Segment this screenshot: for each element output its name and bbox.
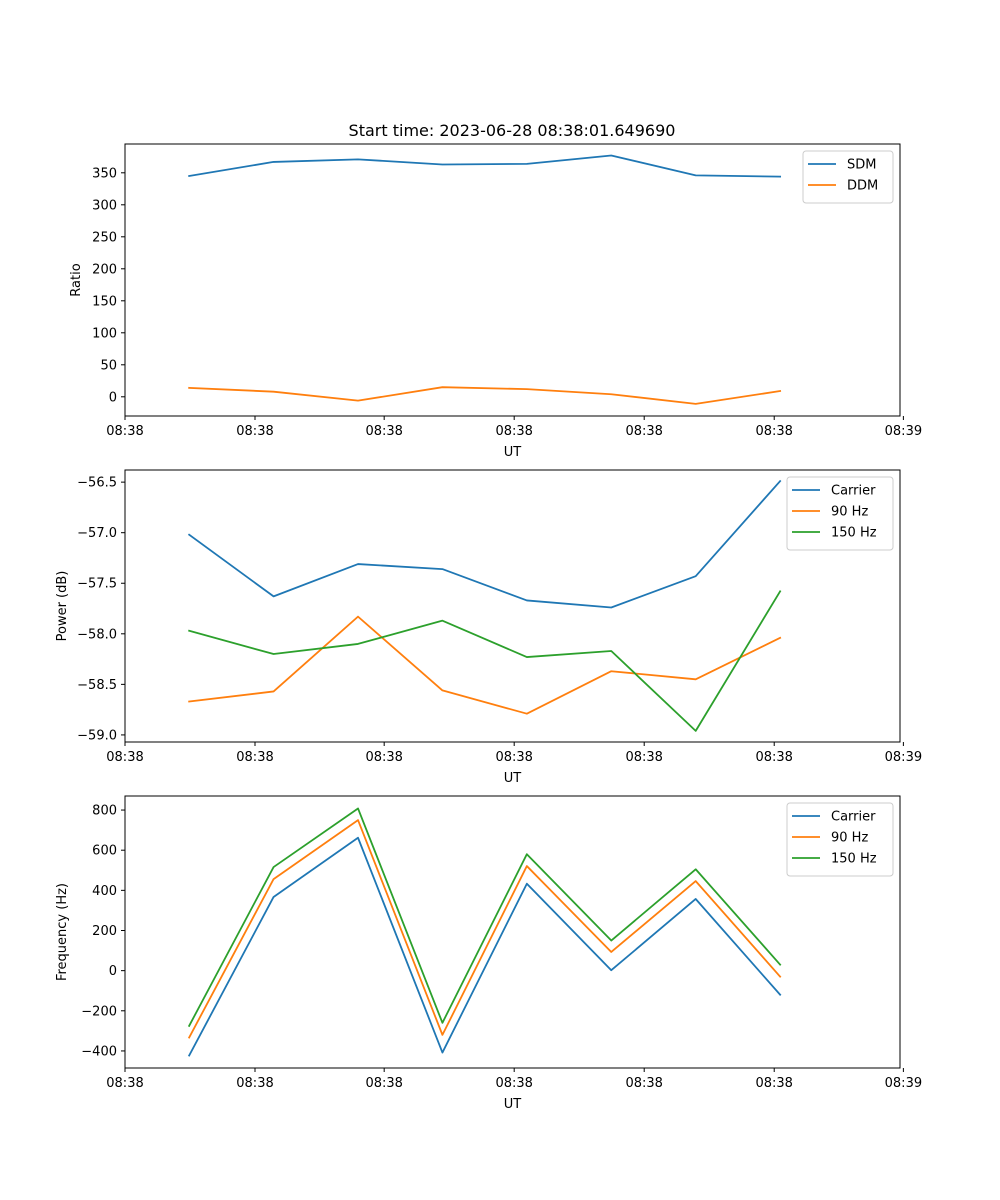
power-x-tick-label: 08:38	[365, 750, 402, 765]
power-x-tick-label: 08:39	[885, 750, 922, 765]
ratio-y-tick-label: 200	[92, 262, 117, 277]
power-x-tick-label: 08:38	[106, 750, 143, 765]
frequency-legend: Carrier 90 Hz 150 Hz	[786, 802, 894, 877]
frequency-y-tick-label: 800	[92, 804, 117, 819]
frequency-y-tick-label: 400	[92, 884, 117, 899]
frequency-y-tick-label: −400	[81, 1044, 117, 1059]
power-legend: Carrier 90 Hz 150 Hz	[786, 476, 894, 551]
frequency-y-tick-label: 200	[92, 924, 117, 939]
frequency-legend-label-carrier: Carrier	[831, 810, 876, 825]
power-y-axis-label: Power (dB)	[55, 571, 70, 642]
ratio-y-tick-label: 350	[92, 166, 117, 181]
frequency-legend-label-90-hz: 90 Hz	[831, 831, 868, 846]
ratio-y-tick-label: 300	[92, 198, 117, 213]
ratio-x-tick-label: 08:38	[625, 424, 662, 439]
frequency-y-tick-label: −200	[81, 1004, 117, 1019]
frequency-y-tick-label: 600	[92, 844, 117, 859]
ratio-legend-label-sdm: SDM	[847, 158, 876, 173]
power-series-150-hz-line	[188, 590, 782, 732]
power-y-tick-label: −58.5	[77, 678, 117, 693]
ratio-legend-label-ddm: DDM	[847, 179, 878, 194]
power-axes: 08:38 08:38 08:38 08:38 08:38 08:38 08:39 −59.0…	[55, 469, 922, 786]
power-y-tick-label: −58.0	[77, 627, 117, 642]
frequency-x-tick-label: 08:38	[755, 1076, 792, 1091]
ratio-x-tick-label: 08:38	[755, 424, 792, 439]
power-x-tick-label: 08:38	[495, 750, 532, 765]
power-y-tick-label: −56.5	[77, 476, 117, 491]
power-y-tick-label: −59.0	[77, 728, 117, 743]
power-legend-label-carrier: Carrier	[831, 484, 876, 499]
ratio-y-tick-label: 100	[92, 326, 117, 341]
ratio-y-tick-label: 50	[100, 358, 117, 373]
ratio-x-tick-label: 08:39	[885, 424, 922, 439]
power-legend-label-90-hz: 90 Hz	[831, 505, 868, 520]
frequency-series-carrier-line	[187, 836, 782, 1057]
frequency-y-tick-label: 0	[109, 964, 117, 979]
power-axes-frame	[124, 469, 901, 743]
ratio-axes-frame	[124, 143, 901, 417]
ratio-x-tick-label: 08:38	[236, 424, 273, 439]
power-y-tick-label: −57.5	[77, 577, 117, 592]
frequency-axes-frame	[124, 795, 901, 1069]
ratio-series-sdm-line	[188, 154, 782, 178]
power-x-tick-label: 08:38	[236, 750, 273, 765]
power-series-carrier-line	[187, 479, 782, 609]
plots-container: 08:38 08:38 08:38 08:38 08:38 08:38 08:39 0 50 10…	[55, 143, 922, 1112]
power-legend-label-150-hz: 150 Hz	[831, 526, 877, 541]
power-y-tick-label: −57.0	[77, 526, 117, 541]
ratio-series-ddm-line	[188, 386, 782, 405]
power-x-tick-label: 08:38	[625, 750, 662, 765]
ratio-x-axis-label: UT	[504, 445, 522, 460]
ratio-x-tick-label: 08:38	[365, 424, 402, 439]
ratio-y-axis-label: Ratio	[69, 263, 84, 296]
frequency-legend-label-150-hz: 150 Hz	[831, 852, 877, 867]
frequency-series-90-hz-line	[187, 819, 782, 1039]
frequency-x-tick-label: 08:38	[495, 1076, 532, 1091]
power-x-axis-label: UT	[504, 771, 522, 786]
ratio-axes: 08:38 08:38 08:38 08:38 08:38 08:38 08:39 0 50 10…	[69, 143, 922, 460]
ratio-y-tick-label: 250	[92, 230, 117, 245]
power-series-90-hz-line	[188, 615, 782, 715]
frequency-axes: 08:38 08:38 08:38 08:38 08:38 08:38 08:39 −400 −…	[55, 795, 922, 1112]
frequency-x-tick-label: 08:38	[365, 1076, 402, 1091]
ratio-y-tick-label: 0	[109, 390, 117, 405]
frequency-y-axis-label: Frequency (Hz)	[55, 883, 70, 981]
frequency-x-tick-label: 08:38	[625, 1076, 662, 1091]
frequency-x-tick-label: 08:38	[236, 1076, 273, 1091]
chart-title: Start time: 2023-06-28 08:38:01.649690	[349, 121, 676, 140]
frequency-x-tick-label: 08:39	[885, 1076, 922, 1091]
frequency-x-axis-label: UT	[504, 1097, 522, 1112]
ratio-y-tick-label: 150	[92, 294, 117, 309]
frequency-x-tick-label: 08:38	[106, 1076, 143, 1091]
power-x-tick-label: 08:38	[755, 750, 792, 765]
ratio-x-tick-label: 08:38	[495, 424, 532, 439]
frequency-series-150-hz-line	[187, 807, 782, 1028]
ratio-legend: SDM DDM	[802, 150, 894, 204]
ratio-x-tick-label: 08:38	[106, 424, 143, 439]
